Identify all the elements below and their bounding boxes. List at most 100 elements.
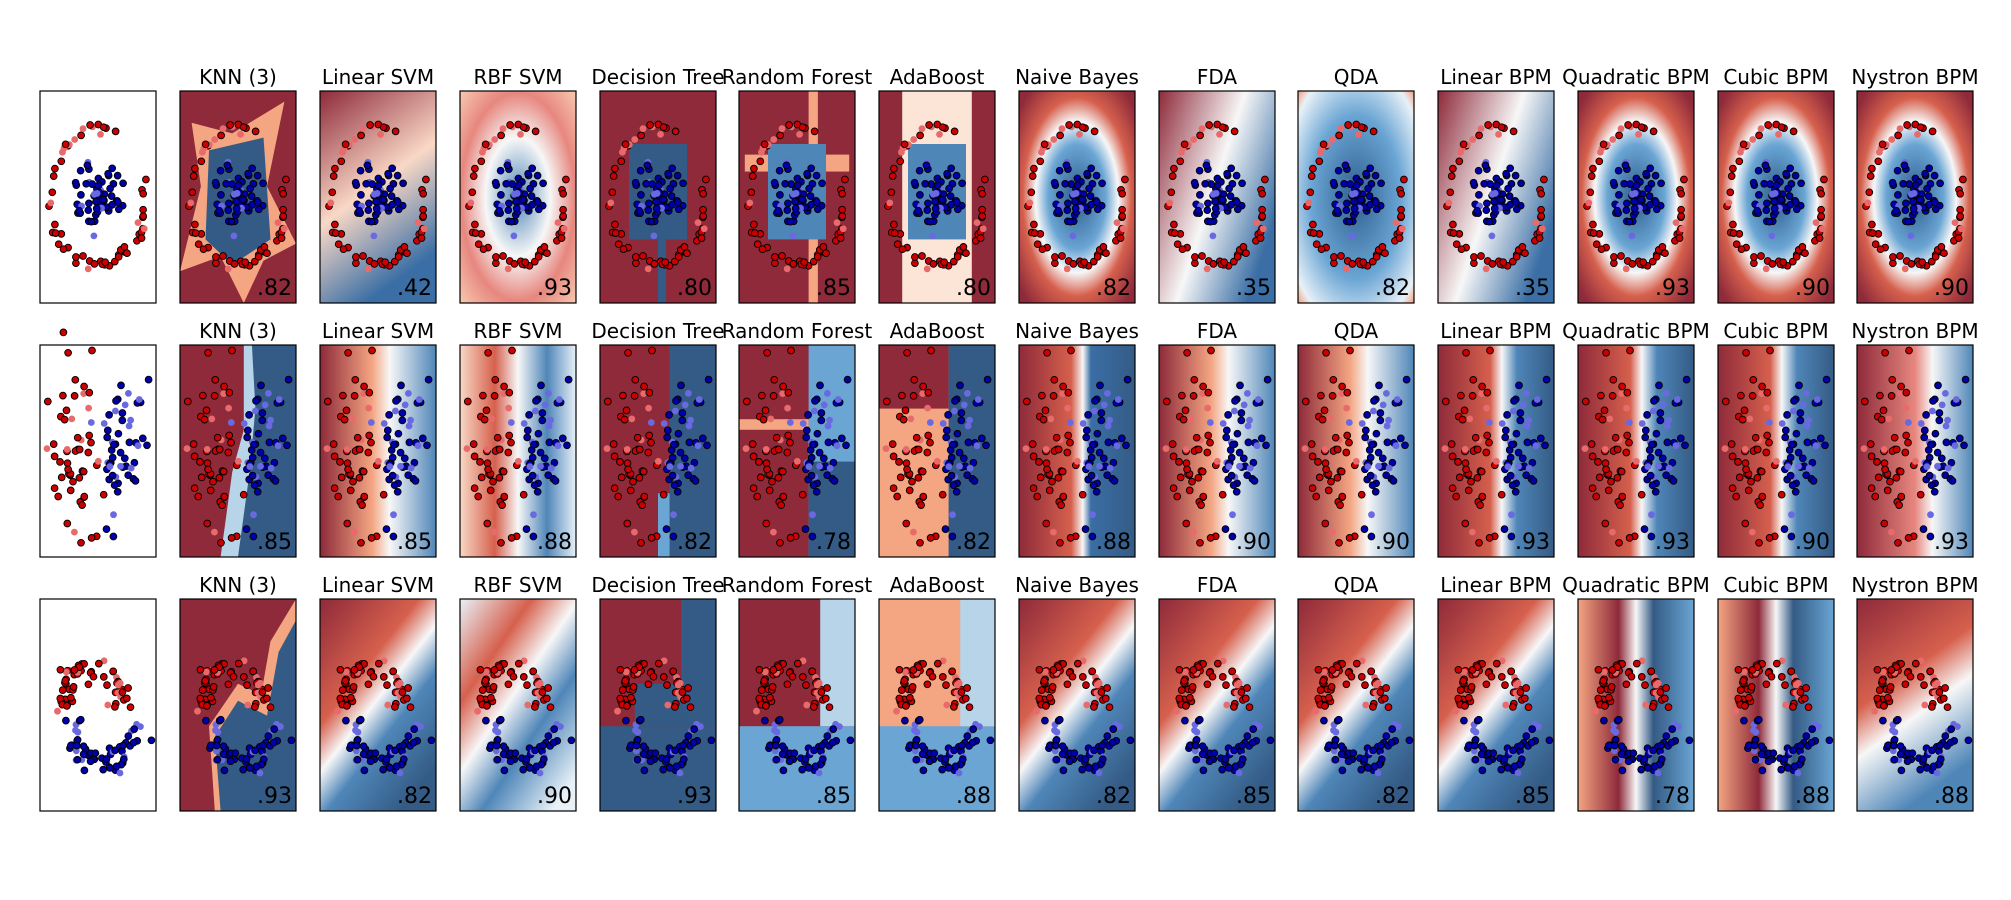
point-blue-0-1-70 [357, 191, 365, 199]
classifier-title: Linear BPM [1440, 573, 1552, 597]
point-blue-0-4-77 [818, 179, 826, 188]
classifier-title: Linear SVM [322, 573, 434, 597]
point-red-1-11-38 [1762, 448, 1771, 457]
point-blue-2-8-95 [1382, 732, 1391, 740]
point-red-0-8-56 [1359, 258, 1368, 267]
point-red-1-6-25 [1066, 438, 1074, 447]
panel-0-2: RBF SVM.93 [459, 65, 577, 304]
point-red-1-8-48 [1338, 382, 1346, 391]
point-blue-0-11-105 [1777, 195, 1785, 204]
point-red-2-4-33 [761, 668, 769, 676]
point-red-1-1-21 [343, 459, 352, 468]
point-blue-1-9-78 [1536, 434, 1545, 443]
point-blue-0-12-99 [1893, 166, 1902, 175]
accuracy-score: .93 [1655, 276, 1690, 301]
point-red-2-8-35 [1380, 694, 1389, 703]
point-red-1-in-53 [80, 492, 89, 501]
point-red-2-0-58 [203, 702, 211, 710]
point-blue-1-11-104 [1781, 433, 1790, 442]
point-red-2-3-37 [649, 672, 658, 681]
point-red-2-7-37 [1208, 672, 1217, 681]
point-red-0-3-55 [697, 234, 706, 242]
point-blue-1-12-103 [1942, 390, 1949, 397]
point-blue-2-5-97 [915, 715, 924, 724]
accuracy-score: .90 [1375, 530, 1410, 555]
point-red-2-7-35 [1241, 694, 1250, 703]
point-blue-1-1-65 [414, 442, 422, 450]
point-blue-2-4-97 [775, 715, 784, 724]
point-blue-0-2-91 [491, 178, 500, 187]
point-red-2-3-42 [671, 703, 679, 711]
point-red-0-7-27 [1178, 245, 1187, 254]
point-red-0-9-58 [1521, 249, 1529, 258]
point-red-2-in-33 [62, 668, 70, 676]
point-blue-1-4-61 [824, 422, 832, 430]
point-blue-2-11-102 [1750, 741, 1759, 750]
point-blue-0-5-119 [953, 205, 962, 214]
point-red-2-1-37 [369, 672, 378, 681]
point-blue-2-6-66 [1078, 765, 1087, 774]
point-blue-1-2-103 [545, 390, 552, 397]
point-red-0-9-18 [1495, 131, 1502, 138]
input-panel-frame [39, 344, 157, 558]
panel-frame [1018, 90, 1136, 304]
point-blue-1-9-100 [1515, 462, 1522, 470]
point-red-0-5-45 [886, 199, 894, 207]
point-blue-1-1-97 [386, 463, 394, 470]
point-red-0-10-40 [1672, 219, 1680, 227]
point-blue-2-9-118 [1470, 726, 1477, 734]
point-red-1-11-51 [1751, 433, 1760, 442]
point-blue-1-8-98 [1366, 471, 1375, 480]
point-red-1-1-8 [323, 397, 332, 406]
point-blue-1-5-72 [944, 411, 952, 419]
point-blue-2-11-118 [1750, 726, 1757, 734]
point-red-0-1-54 [366, 121, 374, 129]
point-red-1-2-44 [480, 415, 489, 424]
point-red-1-12-40 [1902, 404, 1909, 412]
point-red-0-8-53 [1398, 225, 1406, 233]
point-red-1-7-45 [1199, 390, 1207, 397]
point-blue-1-9-108 [1508, 440, 1516, 449]
point-red-0-in-55 [137, 234, 146, 242]
point-red-0-in-19 [77, 131, 85, 140]
point-red-1-6-21 [1042, 459, 1051, 468]
point-red-1-in-4 [56, 458, 64, 466]
input-panel-moons [39, 598, 157, 812]
point-red-2-12-49 [1921, 701, 1929, 709]
point-blue-1-12-78 [1955, 434, 1964, 443]
point-red-1-6-39 [1042, 446, 1050, 453]
point-blue-0-9-118 [1481, 161, 1490, 170]
point-blue-1-8-105 [1375, 381, 1383, 390]
point-blue-1-4-82 [843, 375, 852, 384]
point-red-1-in-50 [79, 467, 88, 476]
point-red-2-8-58 [1321, 702, 1329, 710]
point-blue-0-2-109 [513, 190, 521, 197]
point-blue-1-1-79 [382, 525, 391, 533]
point-red-1-2-29 [474, 492, 483, 501]
point-blue-0-3-82 [650, 232, 658, 240]
accuracy-score: .35 [1515, 276, 1550, 301]
point-blue-1-8-70 [1389, 477, 1398, 485]
point-red-1-5-40 [924, 404, 931, 412]
point-red-1-6-49 [1056, 538, 1064, 547]
point-red-1-7-38 [1203, 448, 1212, 457]
point-blue-1-8-93 [1366, 453, 1375, 462]
point-red-1-11-45 [1758, 390, 1766, 397]
point-blue-1-9-79 [1500, 525, 1509, 533]
point-blue-0-4-111 [806, 192, 815, 200]
point-blue-0-4-119 [813, 205, 822, 214]
point-red-1-0-6 [208, 415, 216, 423]
point-red-2-in-45 [61, 676, 70, 685]
point-red-0-8-29 [1337, 125, 1345, 133]
point-blue-2-0-97 [216, 715, 225, 724]
point-blue-0-4-114 [783, 206, 792, 215]
point-blue-1-11-67 [1765, 419, 1773, 426]
point-red-1-9-47 [1441, 445, 1449, 452]
point-blue-1-10-70 [1669, 477, 1678, 485]
point-red-2-9-52 [1516, 688, 1525, 697]
point-red-0-5-42 [890, 220, 898, 229]
point-blue-1-12-72 [1922, 411, 1930, 419]
point-red-1-6-45 [1059, 390, 1067, 397]
point-red-1-3-54 [629, 477, 637, 486]
point-red-0-9-12 [1537, 205, 1545, 214]
